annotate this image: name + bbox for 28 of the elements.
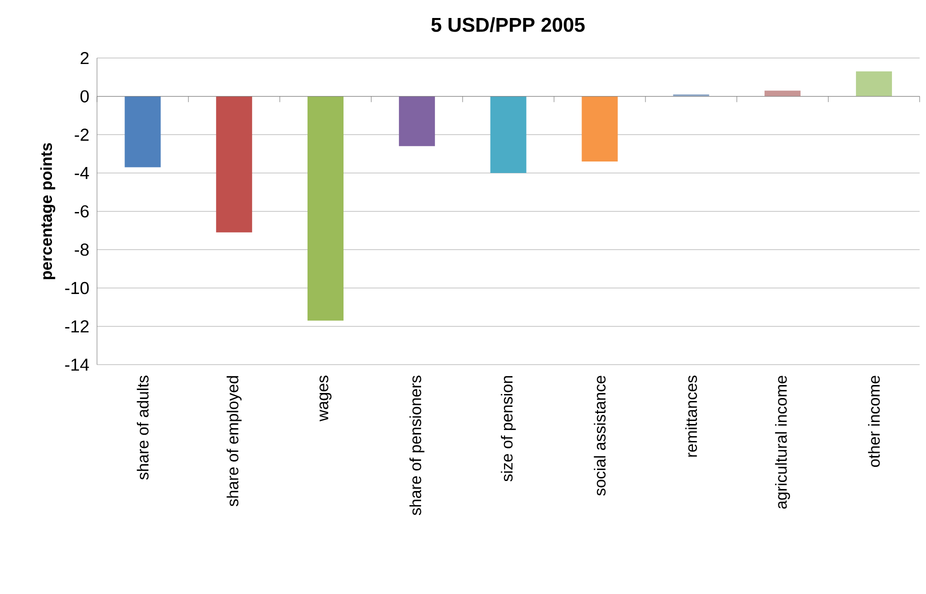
y-tick-label: -14 bbox=[65, 358, 89, 371]
x-tick-label: wages bbox=[320, 376, 332, 422]
bar bbox=[764, 90, 801, 96]
y-tick-label: -2 bbox=[74, 128, 89, 141]
x-tick-label: size of pension bbox=[500, 376, 516, 482]
bar bbox=[308, 96, 344, 321]
x-tick-label: share of employed bbox=[226, 376, 242, 506]
x-tick-label: other income bbox=[868, 376, 880, 467]
y-tick-label: 2 bbox=[80, 52, 89, 64]
x-tick-label: share of pensioners bbox=[409, 376, 424, 516]
y-tick-label: -4 bbox=[74, 167, 89, 179]
y-axis-title: percentage points bbox=[40, 143, 56, 280]
x-tick-label: share of adults bbox=[136, 376, 149, 480]
bar bbox=[124, 96, 161, 168]
y-tick-label: -10 bbox=[65, 282, 89, 294]
x-tick-label: agricultural income bbox=[775, 376, 790, 509]
x-tick-label: social assistance bbox=[594, 376, 606, 496]
bar bbox=[582, 96, 618, 162]
bar bbox=[856, 71, 892, 96]
y-tick-label: -8 bbox=[74, 244, 89, 256]
y-tick-label: -6 bbox=[74, 205, 89, 218]
y-tick-label: 0 bbox=[80, 90, 89, 102]
bar bbox=[398, 96, 435, 146]
bar bbox=[216, 96, 252, 232]
chart-title: 5 USD/PPP 2005 bbox=[431, 17, 585, 32]
y-tick-label: -12 bbox=[65, 320, 89, 332]
x-tick-label: remittances bbox=[685, 376, 698, 457]
bar bbox=[490, 96, 526, 173]
